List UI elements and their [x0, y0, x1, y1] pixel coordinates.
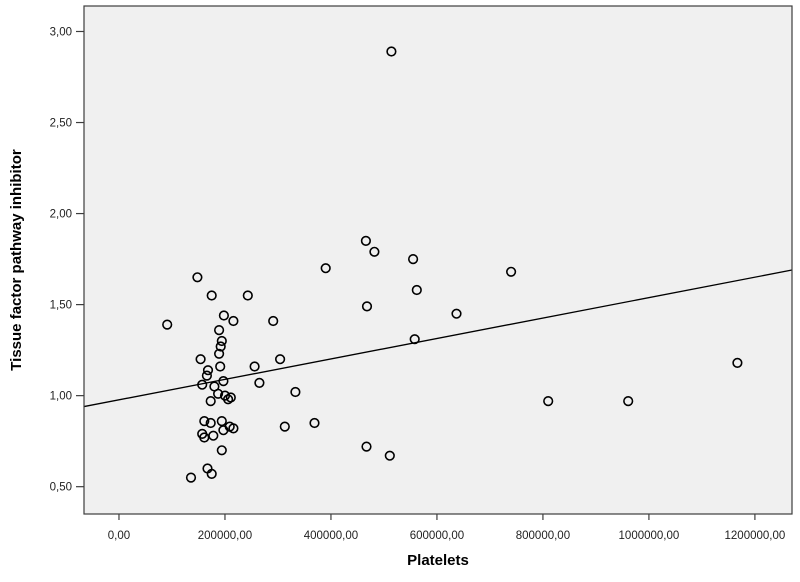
- data-point: [214, 325, 225, 336]
- data-point: [386, 46, 397, 57]
- data-point: [543, 396, 554, 407]
- data-point: [369, 246, 380, 257]
- data-point: [199, 432, 210, 443]
- data-point: [218, 376, 229, 387]
- data-point: [225, 392, 236, 403]
- data-point: [451, 308, 462, 319]
- data-point: [361, 441, 372, 452]
- data-point: [223, 394, 234, 405]
- x-tick-label: 400000,00: [304, 530, 358, 542]
- data-point: [199, 416, 210, 427]
- data-point: [228, 423, 239, 434]
- data-point: [290, 386, 301, 398]
- x-tick-label: 800000,00: [516, 530, 570, 542]
- data-point: [206, 468, 217, 480]
- x-tick-label: 0,00: [108, 530, 130, 542]
- y-tick-label: 1,50: [50, 300, 72, 312]
- data-point: [162, 319, 173, 330]
- data-point: [384, 450, 395, 461]
- data-point: [205, 396, 216, 407]
- data-point: [320, 263, 331, 274]
- data-point: [732, 357, 743, 369]
- data-point: [205, 417, 216, 429]
- data-point: [360, 235, 372, 246]
- data-point: [254, 377, 265, 389]
- data-point: [202, 365, 214, 376]
- data-point: [214, 348, 225, 359]
- data-point: [361, 301, 373, 312]
- data-point: [506, 266, 517, 277]
- data-point: [408, 254, 419, 265]
- data-point: [192, 272, 203, 283]
- data-point: [218, 310, 229, 321]
- x-tick-label: 1200000,00: [725, 530, 786, 542]
- x-tick-label: 600000,00: [410, 530, 464, 542]
- data-point: [185, 472, 197, 483]
- data-point: [623, 396, 634, 407]
- data-point: [218, 425, 229, 436]
- data-point: [213, 388, 224, 399]
- y-tick-label: 2,00: [50, 209, 72, 221]
- x-axis-ticks: 0,00 200000,00 400000,00 600000,00 800000,00…: [108, 514, 786, 542]
- x-axis-title: Platelets: [407, 552, 469, 569]
- data-point: [215, 361, 226, 372]
- data-point: [309, 417, 320, 429]
- data-point: [279, 421, 290, 432]
- data-point: [195, 354, 206, 365]
- data-point: [242, 290, 253, 301]
- data-point: [201, 370, 212, 381]
- data-point: [206, 290, 217, 301]
- data-point: [409, 334, 420, 345]
- y-tick-label: 0,50: [50, 482, 72, 494]
- data-point: [216, 445, 227, 456]
- x-tick-label: 1000000,00: [619, 530, 680, 542]
- data-point: [215, 341, 226, 352]
- y-tick-label: 3,00: [50, 26, 72, 38]
- y-tick-label: 2,50: [50, 118, 72, 130]
- data-point: [275, 354, 286, 365]
- data-point: [216, 335, 227, 347]
- data-point: [268, 315, 279, 327]
- x-tick-label: 200000,00: [198, 530, 252, 542]
- y-axis-title: Tissue factor pathway inhibitor: [8, 149, 25, 371]
- data-point: [249, 361, 260, 372]
- data-point: [228, 315, 239, 327]
- y-tick-label: 1,00: [50, 391, 72, 403]
- plot-area: [84, 6, 792, 514]
- regression-line: [83, 269, 793, 408]
- y-axis-ticks: 0,50 1,00 1,50 2,00 2,50 3,00: [50, 26, 84, 494]
- data-point: [197, 379, 208, 390]
- data-point: [411, 284, 422, 296]
- plot-frame: [83, 5, 793, 515]
- data-points: [162, 46, 743, 483]
